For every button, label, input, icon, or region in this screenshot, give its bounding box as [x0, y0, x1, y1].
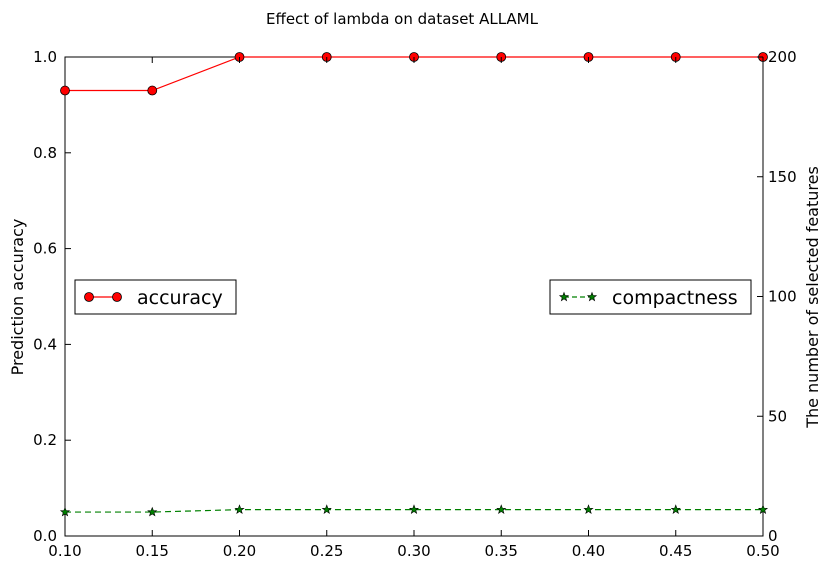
- x-tick-label: 0.40: [572, 542, 605, 560]
- x-tick-label: 0.25: [310, 542, 343, 560]
- x-tick-label: 0.30: [397, 542, 430, 560]
- legend-accuracy: accuracy: [74, 279, 237, 315]
- data-point-compactness: [583, 504, 594, 514]
- x-tick-label: 0.20: [223, 542, 256, 560]
- data-point-compactness: [147, 506, 158, 517]
- data-point-accuracy: [147, 85, 158, 96]
- legend-marker: [586, 291, 598, 302]
- y2-tick-label: 150: [768, 168, 797, 186]
- legend-compactness: compactness: [549, 279, 752, 315]
- y-tick-label: 0.6: [33, 240, 57, 258]
- legend-marker: [84, 292, 94, 302]
- legend-label: compactness: [612, 287, 738, 309]
- y2-tick-label: 50: [768, 407, 787, 425]
- data-point-compactness: [757, 504, 769, 514]
- y-tick-label: 0.2: [33, 431, 57, 449]
- legend-label: accuracy: [137, 287, 223, 309]
- data-point-compactness: [321, 504, 332, 514]
- ticks-layer: 0.10 0.15 0.20 0.25 0.30 0.35 0.40 0.45 0.500.00…: [33, 48, 797, 560]
- y2-tick-label: 200: [768, 48, 797, 66]
- y2-tick-label: 0: [768, 527, 778, 545]
- data-point-compactness: [234, 504, 245, 514]
- data-point-accuracy: [60, 85, 70, 96]
- legend-layer: accuracy compactness: [74, 279, 752, 315]
- y-tick-label: 0.0: [33, 527, 57, 545]
- chart-title: Effect of lambda on dataset ALLAML: [266, 10, 539, 28]
- data-point-compactness: [496, 504, 507, 514]
- y2-tick-label: 100: [768, 288, 797, 306]
- series-compactness: [59, 504, 769, 517]
- x-tick-label: 0.45: [659, 542, 692, 560]
- y-tick-label: 0.8: [33, 144, 57, 162]
- x-tick-label: 0.50: [746, 542, 779, 560]
- y2-axis-title: The number of selected features: [803, 166, 822, 429]
- data-point-compactness: [59, 506, 71, 517]
- data-point-compactness: [670, 504, 681, 514]
- x-tick-label: 0.15: [136, 542, 169, 560]
- data-point-compactness: [408, 504, 420, 514]
- y-tick-label: 1.0: [33, 48, 57, 66]
- series-line-compactness: [65, 509, 763, 513]
- y-tick-label: 0.4: [33, 335, 57, 353]
- y-axis-title: Prediction accuracy: [8, 219, 27, 376]
- x-tick-label: 0.35: [485, 542, 518, 560]
- legend-marker: [558, 291, 570, 302]
- x-tick-label: 0.10: [48, 542, 81, 560]
- legend-marker: [112, 292, 122, 302]
